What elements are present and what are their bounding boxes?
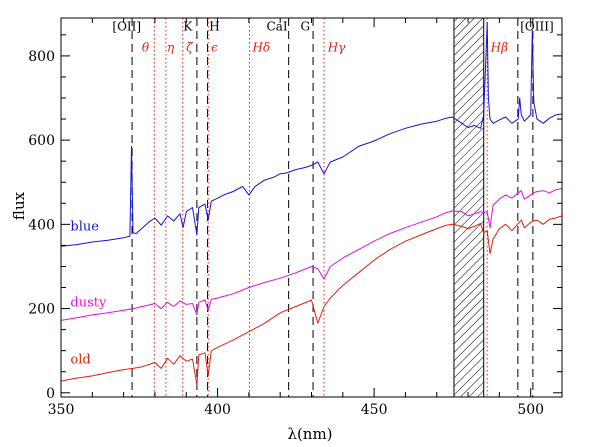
spectral-line-label-1: θ (142, 41, 150, 55)
x-tick-label: 350 (48, 402, 75, 418)
series-blue-line (61, 21, 562, 247)
spectral-line-label-6: ϵ (211, 41, 218, 55)
x-tick-label: 450 (361, 402, 388, 418)
spectral-line-label-10: Hγ (327, 41, 346, 55)
y-tick-label: 400 (28, 217, 55, 233)
spectral-line-label-12: [OIII] (520, 20, 553, 34)
x-tick-label: 400 (204, 402, 231, 418)
spectral-line-label-3: K (183, 20, 193, 34)
spectral-line-label-0: [OII] (112, 20, 141, 34)
y-tick-label: 600 (28, 133, 55, 149)
spectral-line-label-2: η (167, 41, 175, 55)
spectral-line-label-8: G (300, 20, 310, 34)
spectral-line-label-4: ζ (186, 41, 194, 55)
x-axis-title: λ(nm) (287, 425, 332, 443)
series-blue-label: blue (70, 220, 99, 235)
spectral-line-label-7: CaI (267, 20, 288, 34)
series-old-label: old (70, 352, 90, 367)
spectral-line-label-5: H (209, 20, 219, 34)
y-tick-label: 200 (28, 302, 55, 318)
series-dusty-label: dusty (70, 295, 107, 310)
y-tick-label: 800 (28, 49, 55, 65)
series-dusty-line (61, 188, 562, 321)
x-tick-label: 500 (517, 402, 544, 418)
series-old-line (61, 215, 562, 386)
y-axis-title: flux (10, 191, 28, 220)
masked-region (453, 17, 485, 398)
spectral-line-label-9: Hδ (252, 41, 271, 55)
spectral-line-label-11: Hβ (490, 41, 508, 55)
y-tick-label: 0 (46, 386, 55, 402)
